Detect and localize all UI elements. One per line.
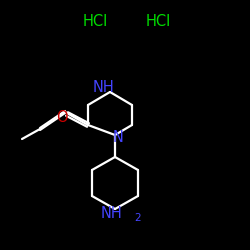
Text: HCl: HCl xyxy=(146,14,171,30)
Text: O: O xyxy=(56,110,68,126)
Text: NH: NH xyxy=(100,206,122,220)
Text: HCl: HCl xyxy=(82,14,108,30)
Text: N: N xyxy=(112,130,124,146)
Text: 2: 2 xyxy=(135,213,141,223)
Text: NH: NH xyxy=(93,80,115,94)
